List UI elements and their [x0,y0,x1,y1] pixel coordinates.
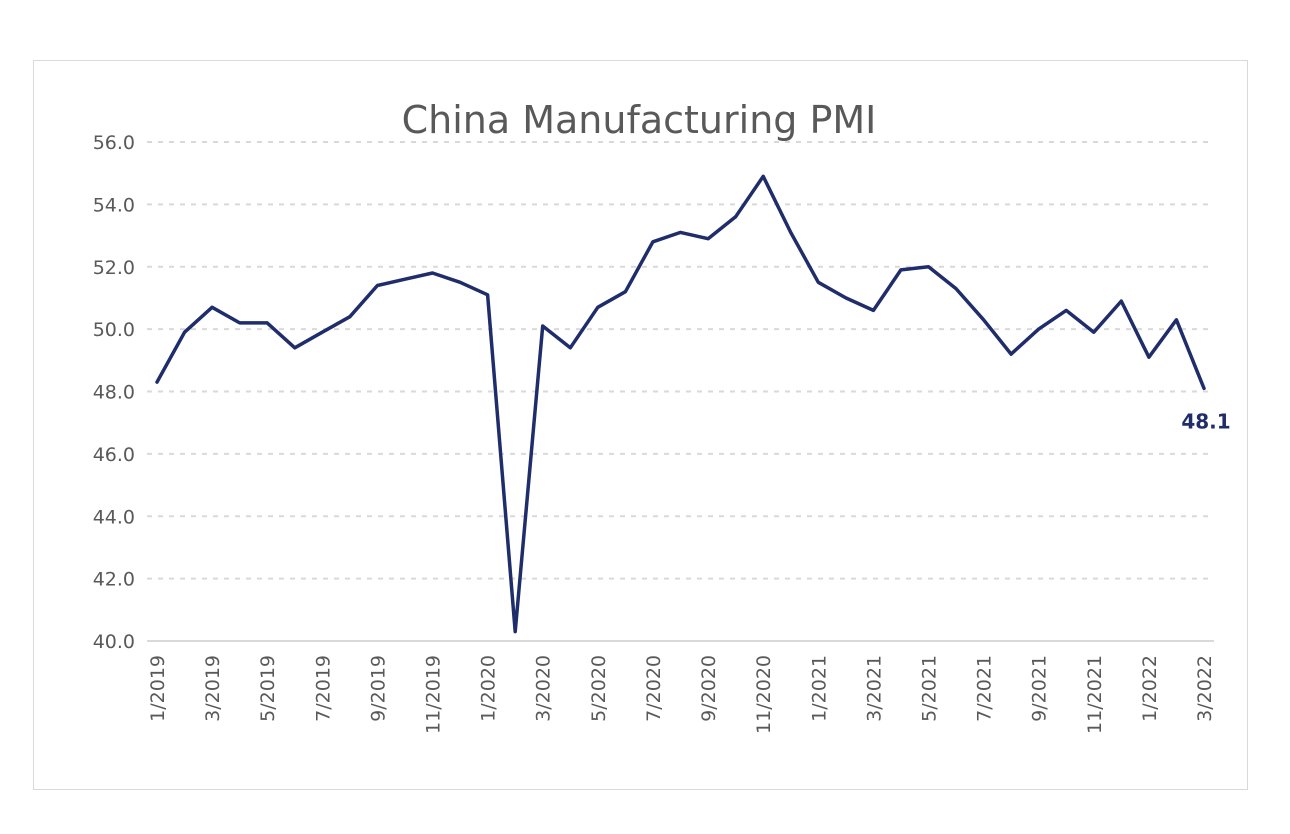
x-tick-label: 3/2020 [533,655,555,722]
x-tick-label: 5/2021 [918,655,940,722]
x-tick-label: 3/2021 [863,655,885,722]
x-tick-label: 7/2020 [643,655,665,722]
x-tick-label: 7/2021 [974,655,996,722]
y-tick-label: 44.0 [93,506,135,528]
y-tick-label: 52.0 [93,257,135,279]
x-tick-label: 1/2022 [1139,655,1161,722]
series-line-pmi [155,174,1206,634]
chart-frame: China Manufacturing PMI 40.0 42.0 44.0 46.0… [33,60,1248,790]
x-tick-label: 9/2021 [1029,655,1051,722]
x-axis-ticks: 1/2019 3/2019 5/2019 7/2019 9/2019 11/2019 1/2… [147,655,1216,734]
pmi-line-chart: China Manufacturing PMI 40.0 42.0 44.0 46.0… [93,98,1231,734]
y-tick-label: 42.0 [93,569,135,591]
x-tick-label: 7/2019 [312,655,334,722]
x-tick-label: 9/2020 [698,655,720,722]
x-tick-label: 1/2020 [478,655,500,722]
y-tick-label: 56.0 [93,132,135,154]
y-axis-ticks: 40.0 42.0 44.0 46.0 48.0 50.0 52.0 54.0 56.0 [93,132,135,653]
y-tick-label: 48.0 [93,382,135,404]
x-tick-label: 11/2019 [423,655,445,734]
x-tick-label: 1/2021 [808,655,830,722]
y-tick-label: 40.0 [93,631,135,653]
chart-title: China Manufacturing PMI [402,98,877,142]
y-tick-label: 54.0 [93,194,135,216]
x-tick-label: 1/2019 [147,655,169,722]
x-tick-label: 11/2021 [1084,655,1106,734]
x-tick-label: 5/2020 [588,655,610,722]
gridlines [147,141,1214,642]
y-tick-label: 50.0 [93,319,135,341]
last-value-label: 48.1 [1181,409,1230,433]
x-tick-label: 3/2019 [202,655,224,722]
data-labels: 48.1 [1181,409,1230,433]
series-group [155,174,1206,634]
x-tick-label: 11/2020 [753,655,775,734]
x-tick-label: 5/2019 [257,655,279,722]
x-tick-label: 9/2019 [367,655,389,722]
y-tick-label: 46.0 [93,444,135,466]
x-tick-label: 3/2022 [1194,655,1216,722]
